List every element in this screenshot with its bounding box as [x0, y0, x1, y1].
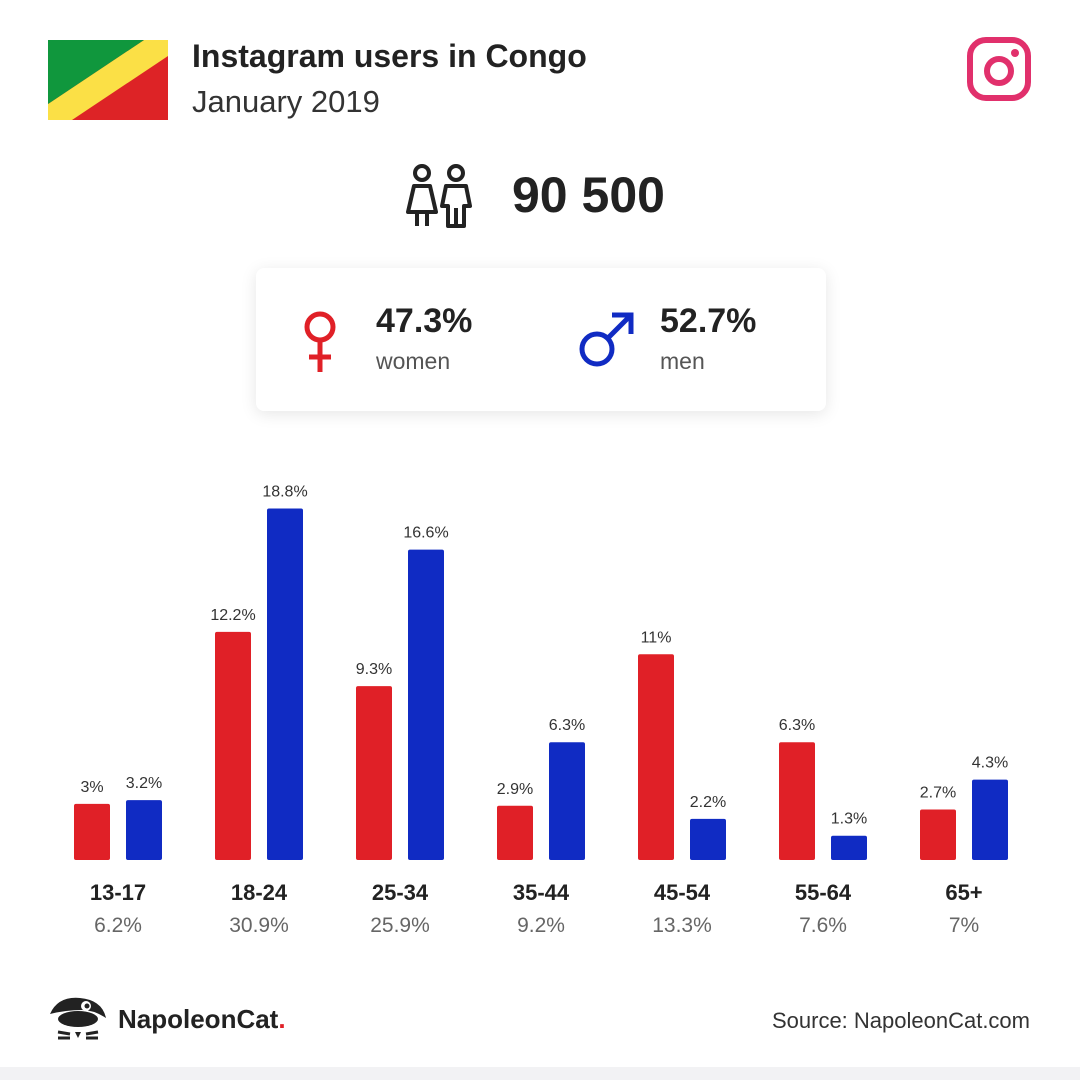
category-label-35-44: 35-44: [513, 880, 570, 905]
men-percent: 52.7%: [660, 302, 757, 340]
bar-label-35-44-s0: 2.9%: [497, 781, 533, 798]
bar-label-18-24-s1: 18.8%: [262, 483, 307, 500]
category-label-25-34: 25-34: [372, 880, 429, 905]
category-total-25-34: 25.9%: [370, 914, 430, 937]
bottom-strip: [0, 1067, 1080, 1080]
napoleoncat-logo-icon: [50, 997, 106, 1040]
bar-45-54-s0: [638, 654, 674, 860]
age-gender-bar-chart: 3% 3.2% 13-17 6.2% 12.2% 18.8% 18-24 30.9% 9.3% 1…: [74, 483, 1008, 937]
bar-18-24-s0: [215, 631, 251, 860]
category-total-35-44: 9.2%: [517, 914, 565, 937]
category-total-45-54: 13.3%: [652, 914, 712, 937]
category-total-18-24: 30.9%: [229, 914, 289, 937]
page-title: Instagram users in Congo: [192, 38, 587, 74]
total-users-value: 90 500: [512, 167, 665, 223]
bar-18-24-s1: [267, 508, 303, 860]
bar-55-64-s0: [779, 742, 815, 860]
bar-label-35-44-s1: 6.3%: [549, 717, 585, 734]
bar-label-55-64-s1: 1.3%: [831, 811, 867, 828]
bar-65+-s1: [972, 779, 1008, 860]
category-label-18-24: 18-24: [231, 880, 288, 905]
gender-card: 47.3% women 52.7% men: [256, 268, 826, 411]
category-label-45-54: 45-54: [654, 880, 711, 905]
bar-13-17-s0: [74, 803, 110, 860]
women-percent: 47.3%: [376, 302, 473, 340]
category-label-55-64: 55-64: [795, 880, 852, 905]
bar-25-34-s0: [356, 686, 392, 860]
page-subtitle: January 2019: [192, 84, 380, 119]
brand-name: NapoleonCat.: [118, 1004, 286, 1035]
bar-label-25-34-s1: 16.6%: [403, 525, 448, 542]
bar-35-44-s1: [549, 742, 585, 860]
category-total-13-17: 6.2%: [94, 914, 142, 937]
congo-flag-icon: [48, 40, 168, 120]
bar-45-54-s1: [690, 818, 726, 860]
bar-65+-s0: [920, 809, 956, 860]
brand-dot: .: [278, 1004, 286, 1034]
category-label-65+: 65+: [945, 880, 982, 905]
male-icon: [579, 312, 634, 367]
brand-name-text: NapoleonCat: [118, 1004, 279, 1034]
female-icon: [304, 311, 336, 372]
bar-label-55-64-s0: 6.3%: [779, 717, 815, 734]
bar-13-17-s1: [126, 800, 162, 860]
bar-label-45-54-s1: 2.2%: [690, 794, 726, 811]
bar-label-25-34-s0: 9.3%: [356, 661, 392, 678]
people-icon: [406, 164, 472, 228]
men-label: men: [660, 348, 705, 374]
bar-label-45-54-s0: 11%: [641, 629, 672, 646]
bar-label-18-24-s0: 12.2%: [210, 607, 255, 624]
category-label-13-17: 13-17: [90, 880, 146, 905]
category-total-55-64: 7.6%: [799, 914, 847, 937]
bar-25-34-s1: [408, 549, 444, 860]
bar-35-44-s0: [497, 805, 533, 860]
source-text: Source: NapoleonCat.com: [771, 1008, 1030, 1033]
bar-label-65+-s1: 4.3%: [972, 755, 1008, 772]
bar-label-65+-s0: 2.7%: [920, 785, 956, 802]
category-total-65+: 7%: [949, 914, 979, 937]
bar-55-64-s1: [831, 835, 867, 860]
bar-label-13-17-s1: 3.2%: [126, 775, 162, 792]
bar-label-13-17-s0: 3%: [80, 779, 103, 796]
women-label: women: [376, 348, 451, 374]
instagram-icon: [967, 37, 1031, 101]
